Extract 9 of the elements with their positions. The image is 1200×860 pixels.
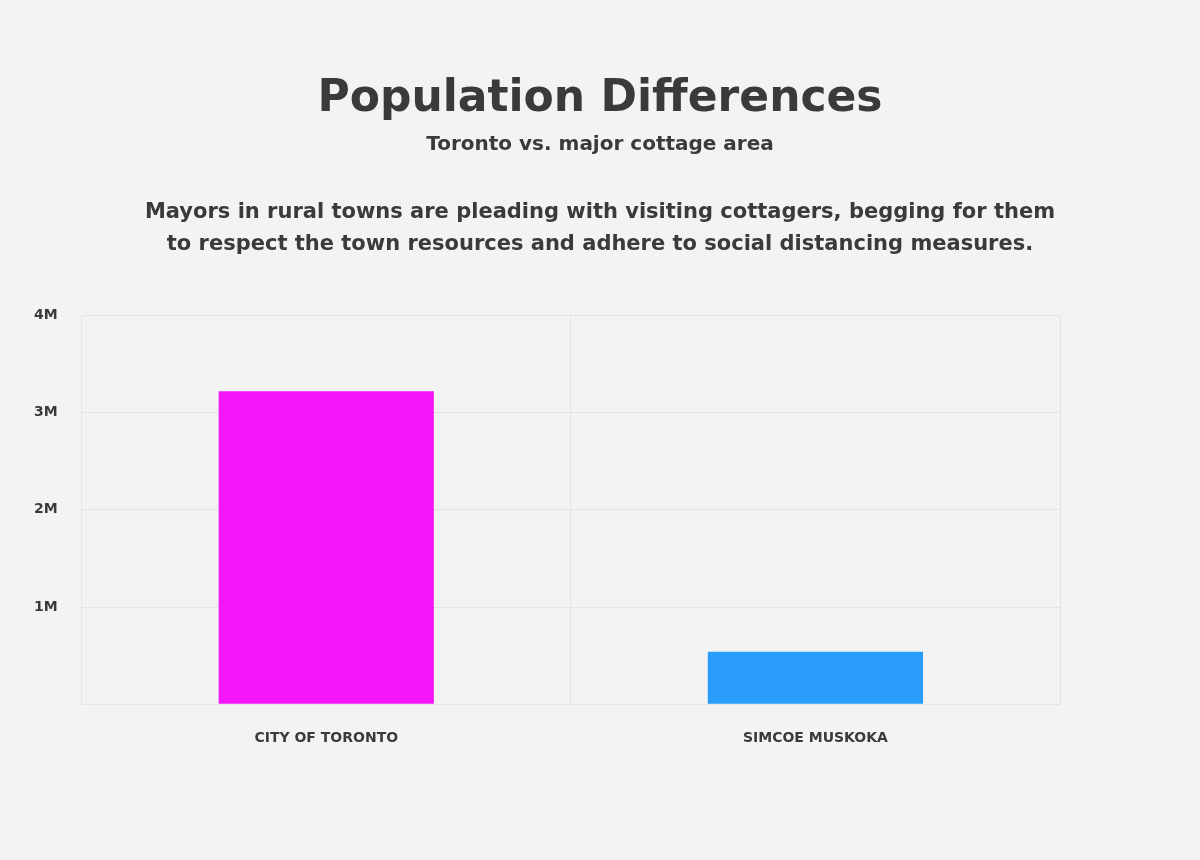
x-tick-label: CITY OF TORONTO	[254, 729, 399, 746]
text: Mayors in rural towns are pleading with visiting cottagers, begging for them to respect the town resources and adhere to social distancing measures.	[143, 198, 1057, 257]
y-tick-label: 2M	[33, 500, 58, 517]
chart-title: Population Differences	[316, 70, 884, 121]
y-tick-label: 4M	[33, 306, 58, 323]
y-tick-label: 3M	[33, 403, 58, 420]
x-tick-label: SIMCOE MUSKOKA	[742, 729, 889, 746]
y-tick-label: 1M	[33, 597, 58, 614]
chart-subtitle: Toronto vs. major cottage area	[425, 131, 775, 155]
